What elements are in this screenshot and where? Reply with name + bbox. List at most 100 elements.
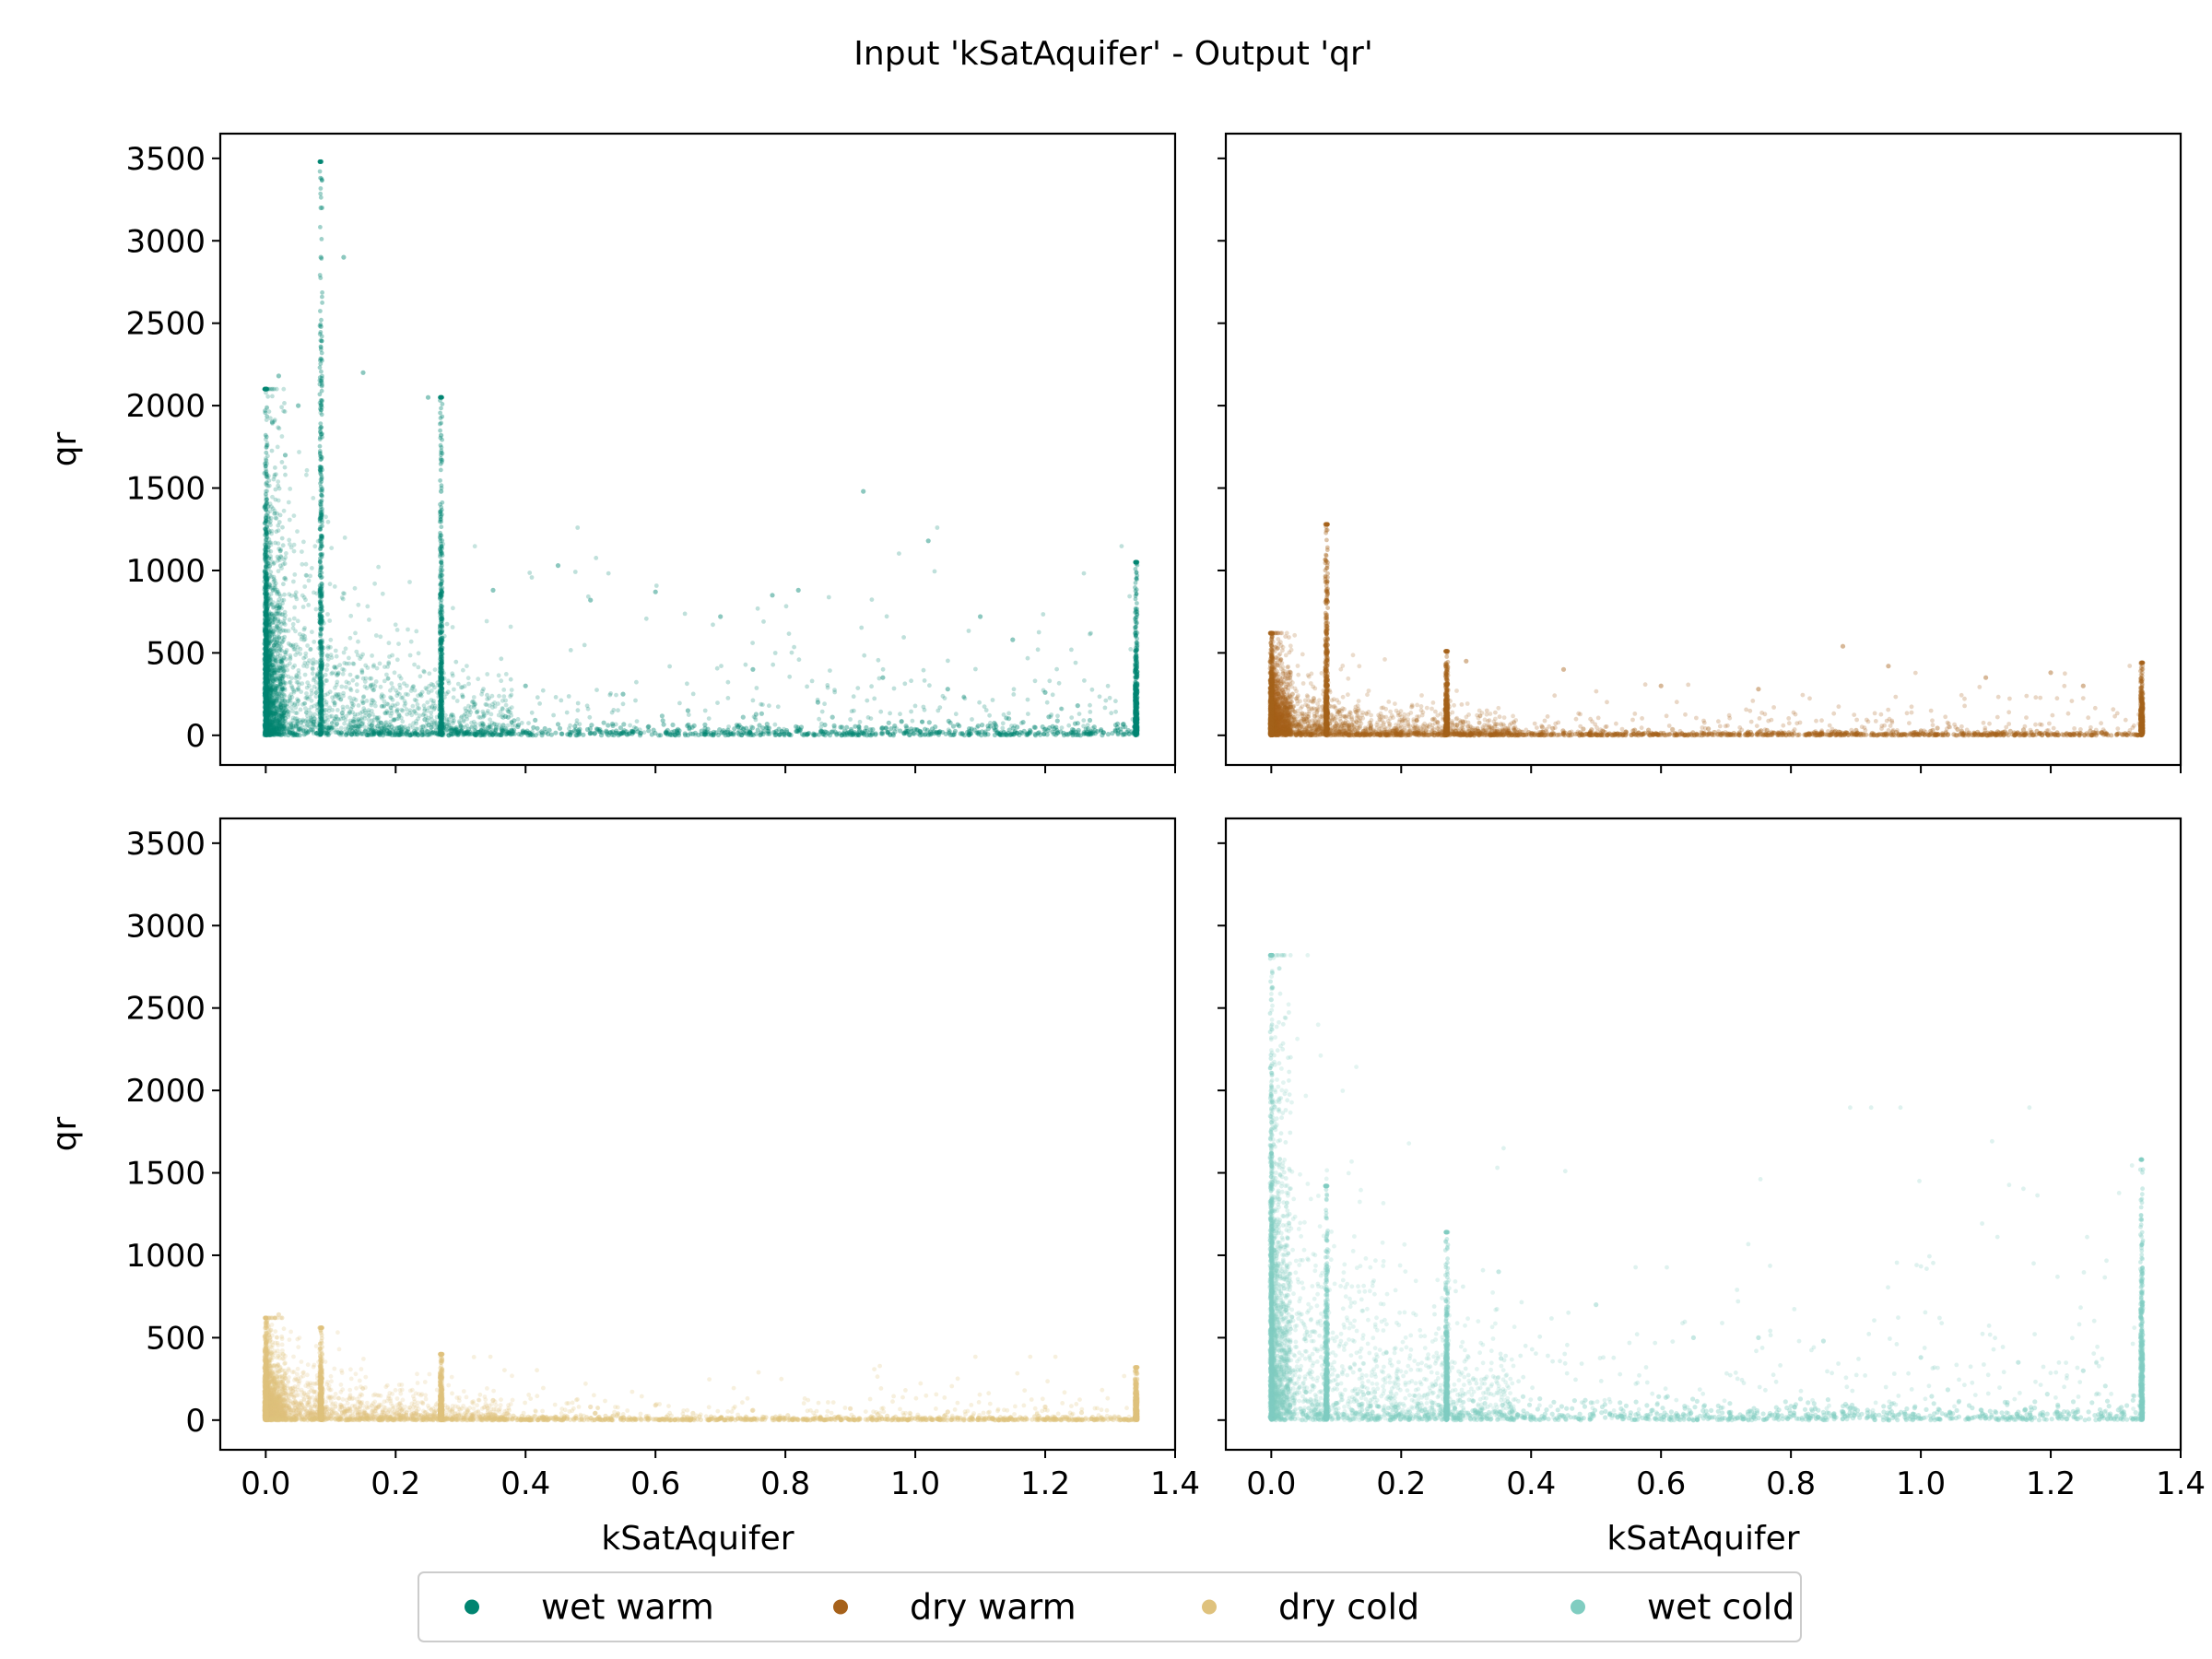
scatter-point — [271, 663, 276, 667]
scatter-point — [366, 708, 371, 712]
scatter-point — [272, 474, 277, 479]
scatter-point — [575, 525, 581, 530]
scatter-point — [459, 685, 464, 690]
scatter-point — [282, 709, 288, 714]
scatter-point — [1000, 725, 1006, 731]
scatter-point — [1069, 647, 1074, 653]
scatter-point — [263, 587, 268, 592]
scatter-point — [278, 724, 284, 730]
scatter-point — [646, 728, 652, 734]
scatter-point — [902, 681, 908, 687]
scatter-point — [263, 672, 268, 677]
scatter-point — [271, 697, 276, 702]
scatter-point — [274, 627, 278, 632]
scatter-point — [277, 677, 283, 682]
scatter-point — [631, 724, 637, 730]
scatter-point — [396, 716, 401, 721]
scatter-point — [371, 718, 376, 723]
scatter-point — [269, 728, 275, 733]
scatter-point — [296, 698, 301, 703]
scatter-point — [1112, 723, 1119, 728]
scatter-point — [266, 620, 272, 625]
scatter-point — [276, 425, 281, 430]
scatter-point — [277, 712, 283, 719]
scatter-point — [264, 386, 269, 392]
scatter-point — [268, 728, 274, 734]
scatter-point — [487, 696, 491, 700]
scatter-point — [264, 624, 268, 629]
scatter-point — [901, 635, 906, 640]
scatter-point — [922, 732, 928, 737]
scatter-point — [265, 618, 270, 623]
scatter-point — [268, 592, 274, 596]
scatter-point — [277, 699, 282, 704]
scatter-point — [264, 732, 268, 737]
scatter-point — [341, 693, 346, 699]
scatter-point — [268, 515, 274, 521]
scatter-point — [334, 653, 339, 659]
scatter-point — [263, 722, 268, 726]
scatter-point — [343, 726, 348, 731]
scatter-point — [285, 704, 290, 710]
scatter-point — [754, 686, 759, 690]
scatter-point — [265, 653, 270, 659]
scatter-point — [291, 548, 297, 554]
scatter-point — [288, 683, 294, 688]
scatter-point — [265, 676, 270, 681]
scatter-point — [278, 702, 284, 708]
scatter-point — [264, 703, 269, 708]
scatter-point — [398, 676, 404, 681]
scatter-point — [333, 665, 338, 671]
scatter-point — [370, 653, 374, 658]
scatter-point — [268, 731, 274, 736]
scatter-point — [264, 637, 269, 642]
scatter-point — [264, 613, 269, 618]
scatter-point — [265, 540, 270, 546]
scatter-point — [265, 712, 271, 718]
scatter-point — [266, 641, 271, 646]
scatter-point — [266, 544, 271, 549]
scatter-point — [263, 709, 268, 714]
scatter-point — [273, 711, 278, 716]
scatter-point — [773, 728, 779, 734]
scatter-point — [1047, 678, 1053, 684]
scatter-point — [276, 604, 282, 609]
scatter-point — [268, 713, 274, 719]
scatter-point — [772, 651, 778, 655]
scatter-point — [279, 707, 285, 712]
scatter-point — [404, 731, 409, 736]
scatter-point — [796, 657, 802, 663]
scatter-point — [264, 708, 269, 713]
scatter-point — [282, 576, 287, 581]
scatter-point — [407, 653, 413, 658]
scatter-point — [265, 560, 271, 566]
scatter-point — [1025, 655, 1030, 661]
scatter-point — [1051, 731, 1057, 736]
scatter-point — [466, 681, 471, 687]
scatter-point — [362, 708, 368, 713]
scatter-point — [267, 617, 273, 621]
scatter-point — [264, 708, 269, 712]
scatter-point — [347, 672, 353, 677]
scatter-point — [842, 728, 848, 734]
scatter-point — [291, 513, 297, 518]
scatter-point — [279, 405, 284, 410]
scatter-point — [264, 702, 268, 707]
scatter-point — [513, 723, 518, 728]
scatter-point — [454, 699, 460, 703]
scatter-point — [263, 582, 268, 588]
scatter-point — [264, 708, 268, 712]
scatter-point — [264, 605, 269, 609]
scatter-point — [266, 655, 272, 661]
scatter-point — [359, 721, 365, 727]
scatter-point — [344, 732, 349, 738]
scatter-point — [825, 683, 830, 688]
scatter-point — [264, 715, 269, 721]
scatter-point — [264, 705, 268, 711]
scatter-point — [303, 728, 309, 734]
scatter-point — [974, 724, 980, 730]
scatter-point — [472, 705, 477, 711]
scatter-point — [265, 728, 269, 734]
scatter-point — [264, 719, 269, 724]
scatter-point — [304, 467, 310, 473]
